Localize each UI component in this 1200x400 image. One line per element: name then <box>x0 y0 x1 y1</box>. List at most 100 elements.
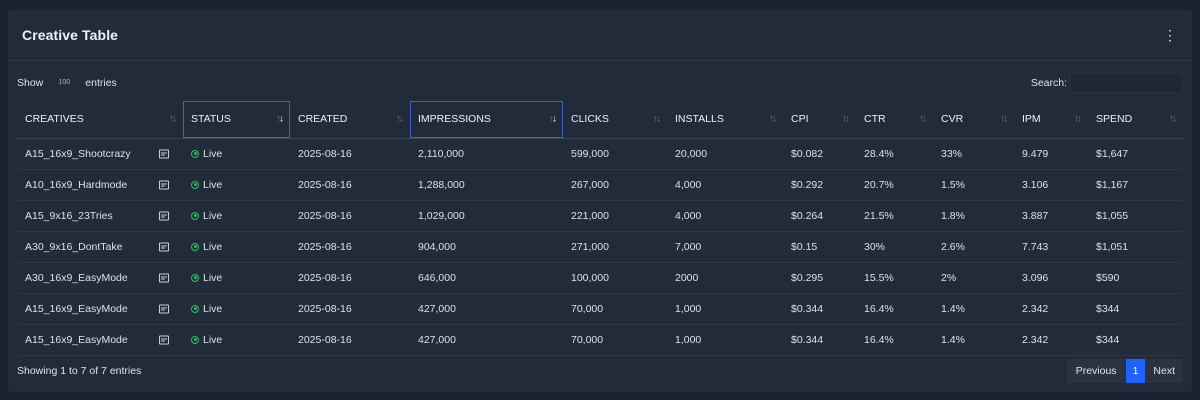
live-dot-icon <box>191 304 199 313</box>
page-1-button[interactable]: 1 <box>1125 359 1146 383</box>
creative-name: A15_9x16_23Tries <box>25 209 113 222</box>
installs-cell: 20,000 <box>667 138 783 170</box>
creative-cell: A15_16x9_EasyMode <box>17 324 183 356</box>
column-header-label: CPI <box>791 113 809 126</box>
column-header-clicks[interactable]: CLICKS ↑↓ <box>563 101 667 139</box>
cvr-cell: 33% <box>933 138 1014 170</box>
installs-cell: 4,000 <box>667 169 783 201</box>
installs-cell: 2000 <box>667 262 783 294</box>
impressions-cell: 904,000 <box>410 231 563 263</box>
note-icon[interactable] <box>159 180 169 189</box>
sort-arrows-icon: ↑↓ <box>919 113 927 125</box>
created-cell: 2025-08-16 <box>290 138 410 170</box>
impressions-cell: 427,000 <box>410 293 563 325</box>
status-cell: Live <box>183 200 290 232</box>
ipm-cell: 7.743 <box>1014 231 1088 263</box>
column-header-label: STATUS <box>191 113 231 126</box>
creative-name: A30_16x9_EasyMode <box>25 271 128 284</box>
status-label: Live <box>203 271 223 284</box>
sort-arrows-icon: ↑↓ <box>1000 113 1008 125</box>
installs-cell: 1,000 <box>667 324 783 356</box>
live-dot-icon <box>191 180 199 189</box>
column-header-impressions[interactable]: IMPRESSIONS ↑↓ <box>410 101 563 139</box>
next-page-button[interactable]: Next <box>1145 359 1183 383</box>
sort-arrows-icon: ↑↓ <box>396 113 404 125</box>
creative-cell: A30_9x16_DontTake <box>17 231 183 263</box>
search-input[interactable] <box>1069 73 1183 93</box>
table-header: CREATIVES ↑↓ STATUS ↑↓ CREATED ↑↓ IMPRESSIONS ↑… <box>17 101 1183 139</box>
clicks-cell: 70,000 <box>563 324 667 356</box>
column-header-label: CVR <box>941 113 964 126</box>
table-row[interactable]: A30_9x16_DontTake Live 2025-08-16 904,000 27… <box>17 231 1183 263</box>
table-row[interactable]: A15_9x16_23Tries Live 2025-08-16 1,029,000 2… <box>17 200 1183 232</box>
ctr-cell: 16.4% <box>856 293 933 325</box>
table-row[interactable]: A15_16x9_Shootcrazy Live 2025-08-16 2,110,0… <box>17 138 1183 170</box>
status-label: Live <box>203 147 223 160</box>
column-header-ctr[interactable]: CTR ↑↓ <box>856 101 933 139</box>
column-header-ipm[interactable]: IPM ↑↓ <box>1014 101 1088 139</box>
ctr-cell: 16.4% <box>856 324 933 356</box>
sort-arrows-icon: ↑↓ <box>653 113 661 125</box>
creative-name: A30_9x16_DontTake <box>25 240 123 253</box>
creative-table-card: Creative Table ⋮ Show 100 entries Search… <box>8 10 1192 392</box>
creative-name: A10_16x9_Hardmode <box>25 178 128 191</box>
column-header-cpi[interactable]: CPI ↑↓ <box>783 101 856 139</box>
installs-cell: 7,000 <box>667 231 783 263</box>
previous-page-button[interactable]: Previous <box>1066 359 1126 383</box>
search-label: Search: <box>1030 77 1067 89</box>
note-icon[interactable] <box>159 304 169 313</box>
note-icon[interactable] <box>159 211 169 220</box>
clicks-cell: 267,000 <box>563 169 667 201</box>
created-cell: 2025-08-16 <box>290 262 410 294</box>
column-header-cvr[interactable]: CVR ↑↓ <box>933 101 1014 139</box>
ctr-cell: 21.5% <box>856 200 933 232</box>
status-label: Live <box>203 178 223 191</box>
cpi-cell: $0.344 <box>783 293 856 325</box>
column-header-creatives[interactable]: CREATIVES ↑↓ <box>17 101 183 139</box>
table-row[interactable]: A10_16x9_Hardmode Live 2025-08-16 1,288,000… <box>17 169 1183 201</box>
ctr-cell: 20.7% <box>856 169 933 201</box>
note-icon[interactable] <box>159 335 169 344</box>
column-header-status[interactable]: STATUS ↑↓ <box>183 101 290 139</box>
created-cell: 2025-08-16 <box>290 200 410 232</box>
table-row[interactable]: A30_16x9_EasyMode Live 2025-08-16 646,000 10… <box>17 262 1183 294</box>
column-header-spend[interactable]: SPEND ↑↓ <box>1088 101 1183 139</box>
live-dot-icon <box>191 335 199 344</box>
ipm-cell: 2.342 <box>1014 293 1088 325</box>
sort-arrows-icon: ↑↓ <box>276 113 284 125</box>
sort-arrows-icon: ↑↓ <box>769 113 777 125</box>
card-title: Creative Table <box>22 27 119 43</box>
cpi-cell: $0.295 <box>783 262 856 294</box>
kebab-menu-icon[interactable]: ⋮ <box>1163 26 1177 43</box>
column-header-label: CLICKS <box>571 113 609 126</box>
ipm-cell: 2.342 <box>1014 324 1088 356</box>
note-icon[interactable] <box>159 242 169 251</box>
live-dot-icon <box>191 211 199 220</box>
entries-select[interactable]: 100 <box>49 74 80 92</box>
note-icon[interactable] <box>159 149 169 158</box>
status-label: Live <box>203 209 223 222</box>
created-cell: 2025-08-16 <box>290 231 410 263</box>
table-row[interactable]: A15_16x9_EasyMode Live 2025-08-16 427,000 70… <box>17 293 1183 325</box>
column-header-created[interactable]: CREATED ↑↓ <box>290 101 410 139</box>
creative-name: A15_16x9_EasyMode <box>25 333 128 346</box>
cvr-cell: 2.6% <box>933 231 1014 263</box>
status-cell: Live <box>183 138 290 170</box>
note-icon[interactable] <box>159 273 169 282</box>
cpi-cell: $0.15 <box>783 231 856 263</box>
creative-cell: A10_16x9_Hardmode <box>17 169 183 201</box>
status-label: Live <box>203 302 223 315</box>
cvr-cell: 1.8% <box>933 200 1014 232</box>
status-cell: Live <box>183 262 290 294</box>
ipm-cell: 3.106 <box>1014 169 1088 201</box>
impressions-cell: 1,029,000 <box>410 200 563 232</box>
column-header-label: IMPRESSIONS <box>418 113 491 126</box>
table-row[interactable]: A15_16x9_EasyMode Live 2025-08-16 427,000 70… <box>17 324 1183 356</box>
creative-cell: A15_16x9_Shootcrazy <box>17 138 183 170</box>
column-header-label: SPEND <box>1096 113 1133 126</box>
card-header: Creative Table ⋮ <box>8 10 1192 61</box>
status-cell: Live <box>183 293 290 325</box>
impressions-cell: 427,000 <box>410 324 563 356</box>
column-header-installs[interactable]: INSTALLS ↑↓ <box>667 101 783 139</box>
installs-cell: 1,000 <box>667 293 783 325</box>
